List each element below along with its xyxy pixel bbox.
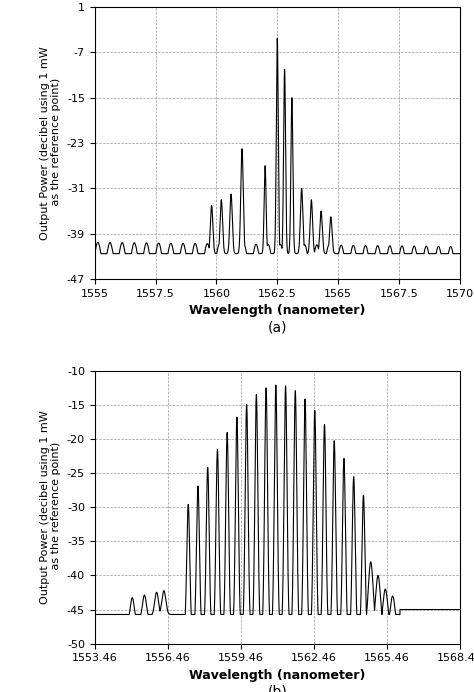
X-axis label: Wavelength (nanometer): Wavelength (nanometer) <box>189 669 365 682</box>
Y-axis label: Output Power (decibel using 1 mW
 as the reference point): Output Power (decibel using 1 mW as the … <box>40 46 61 240</box>
X-axis label: Wavelength (nanometer): Wavelength (nanometer) <box>189 304 365 318</box>
Y-axis label: Output Power (decibel using 1 mW
 as the reference point): Output Power (decibel using 1 mW as the … <box>40 410 62 604</box>
Text: (b): (b) <box>267 684 287 692</box>
Text: (a): (a) <box>267 320 287 334</box>
